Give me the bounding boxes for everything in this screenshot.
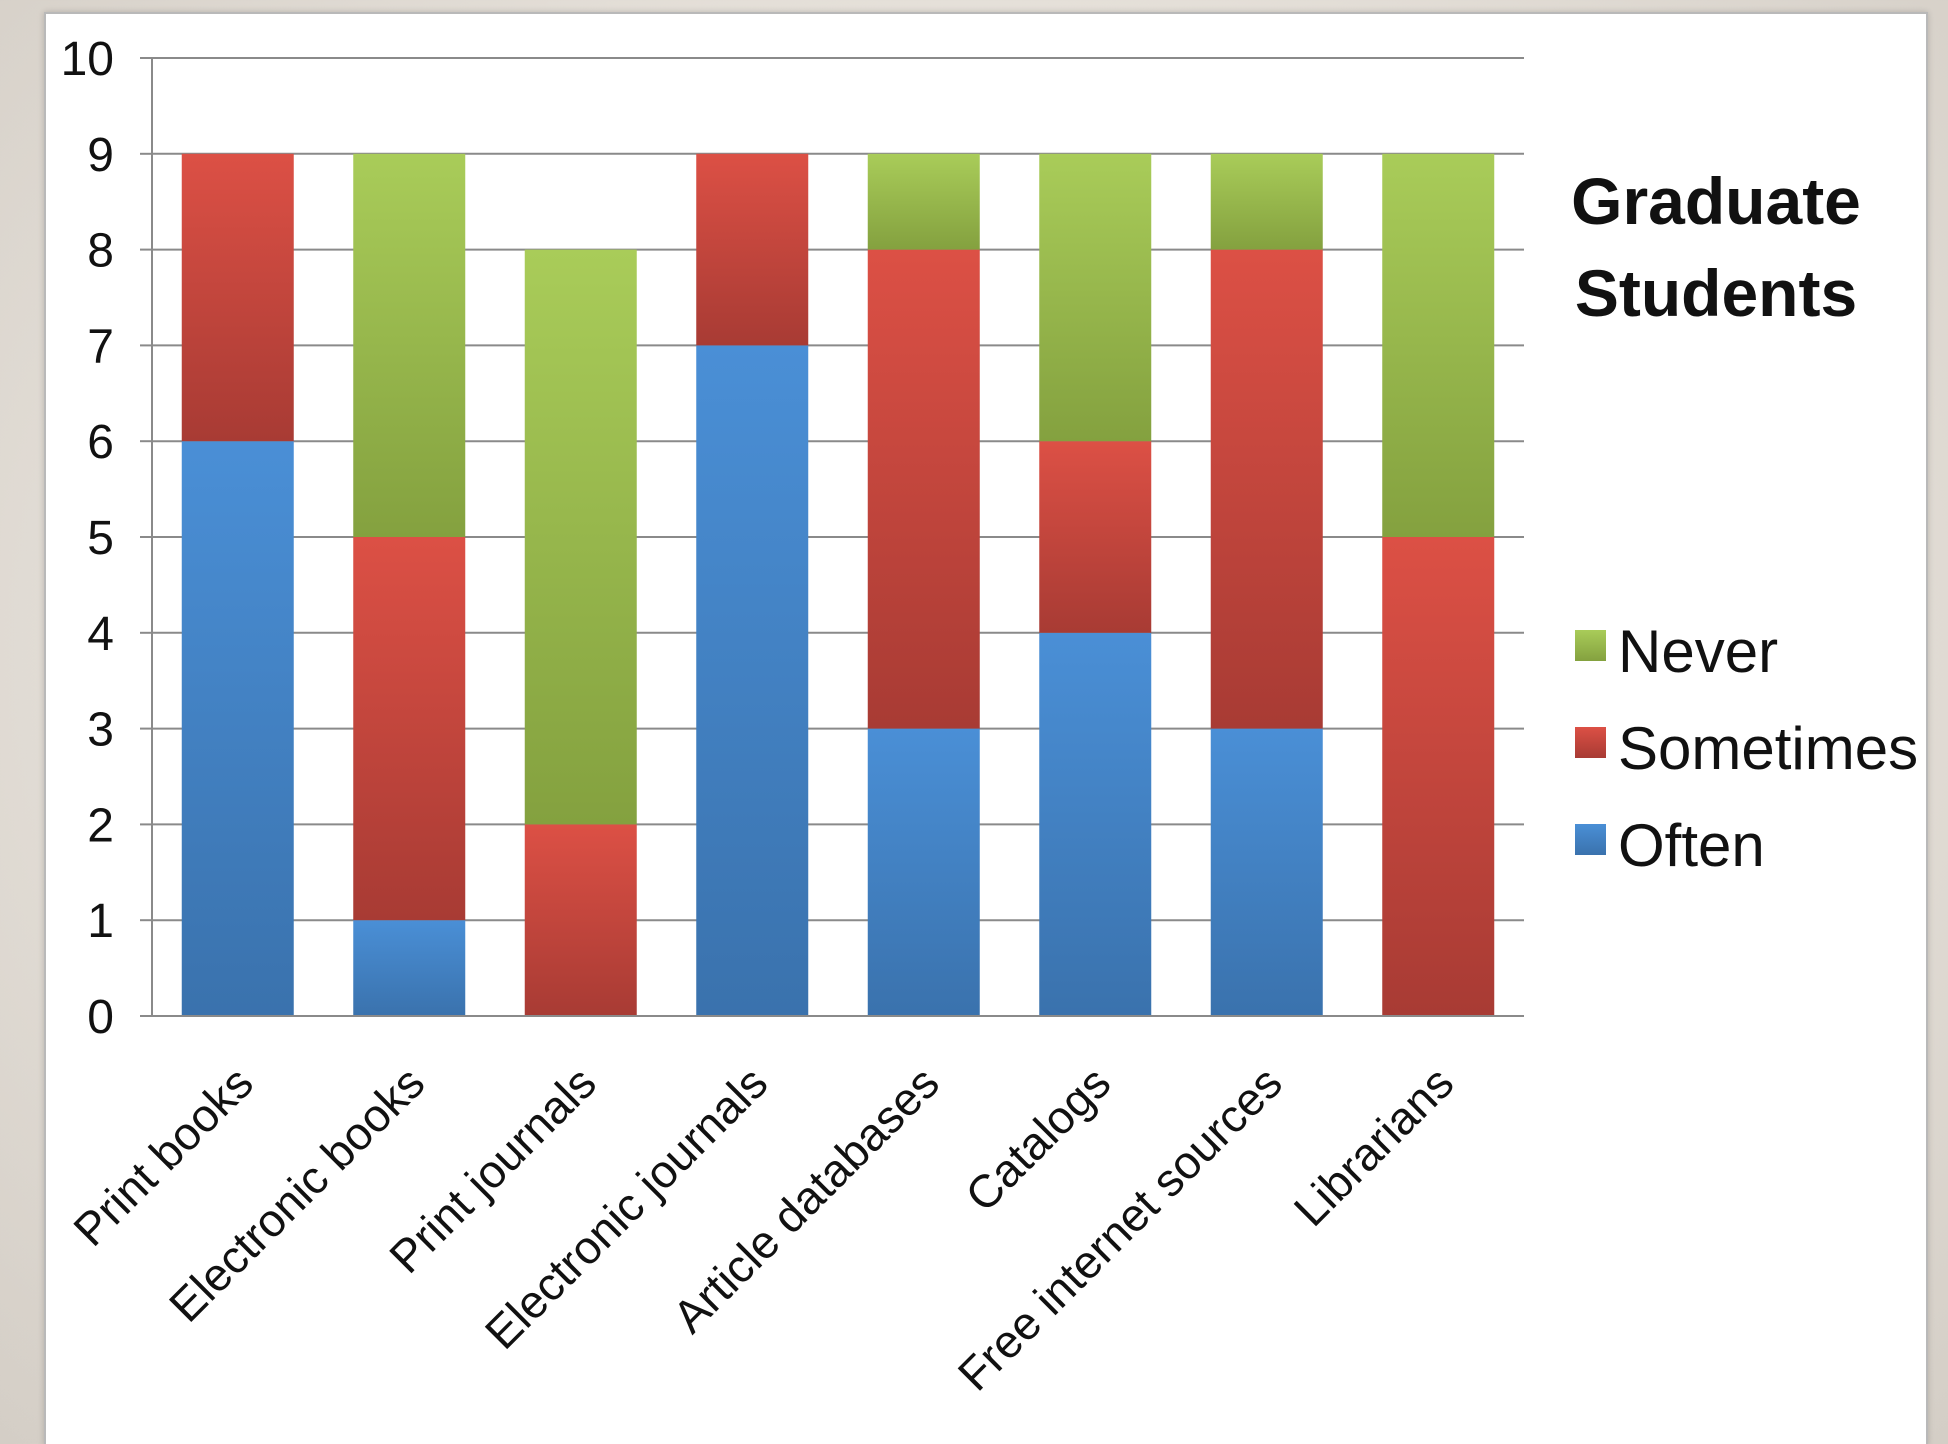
bar-sometimes-2: [524, 824, 637, 1016]
legend-label-often: Often: [1618, 812, 1765, 879]
y-tick-label: 1: [87, 895, 114, 948]
x-tick-label: Catalogs: [955, 1056, 1120, 1221]
y-tick-label: 5: [87, 512, 114, 565]
y-tick-label: 6: [87, 416, 114, 469]
bar-often-5: [1039, 632, 1152, 1016]
y-tick-label: 4: [87, 608, 114, 661]
bar-sometimes-6: [1210, 249, 1323, 729]
y-tick-label: 10: [61, 33, 114, 86]
legend-swatch-often: [1575, 824, 1606, 855]
bar-often-6: [1210, 728, 1323, 1016]
legend-label-sometimes: Sometimes: [1618, 715, 1918, 782]
bar-never-6: [1210, 153, 1323, 250]
bar-sometimes-7: [1382, 537, 1495, 1016]
y-tick-label: 7: [87, 320, 114, 373]
bar-often-0: [181, 441, 294, 1016]
bar-sometimes-5: [1039, 441, 1152, 633]
y-tick-label: 9: [87, 129, 114, 182]
y-tick-label: 0: [87, 991, 114, 1044]
bar-sometimes-3: [696, 153, 809, 346]
x-tick-label: Electronic journals: [475, 1056, 778, 1359]
bar-often-4: [867, 728, 980, 1016]
bar-never-7: [1382, 153, 1495, 538]
bar-never-2: [524, 249, 637, 825]
y-tick-label: 3: [87, 704, 114, 757]
bar-often-1: [353, 920, 466, 1016]
bar-sometimes-0: [181, 153, 294, 442]
bar-never-5: [1039, 153, 1152, 442]
chart-title-line: Graduate: [1571, 164, 1861, 238]
x-tick-label: Librarians: [1284, 1056, 1464, 1236]
y-tick-label: 2: [87, 799, 114, 852]
bar-sometimes-1: [353, 537, 466, 921]
bar-often-3: [696, 345, 809, 1016]
chart-title-line: Students: [1575, 256, 1857, 330]
legend-swatch-never: [1575, 630, 1606, 661]
x-tick-label: Free internet sources: [948, 1056, 1292, 1400]
legend-label-never: Never: [1618, 618, 1778, 685]
legend-swatch-sometimes: [1575, 727, 1606, 758]
y-tick-label: 8: [87, 225, 114, 278]
bar-never-4: [867, 153, 980, 250]
bar-sometimes-4: [867, 249, 980, 729]
bar-never-1: [353, 153, 466, 538]
